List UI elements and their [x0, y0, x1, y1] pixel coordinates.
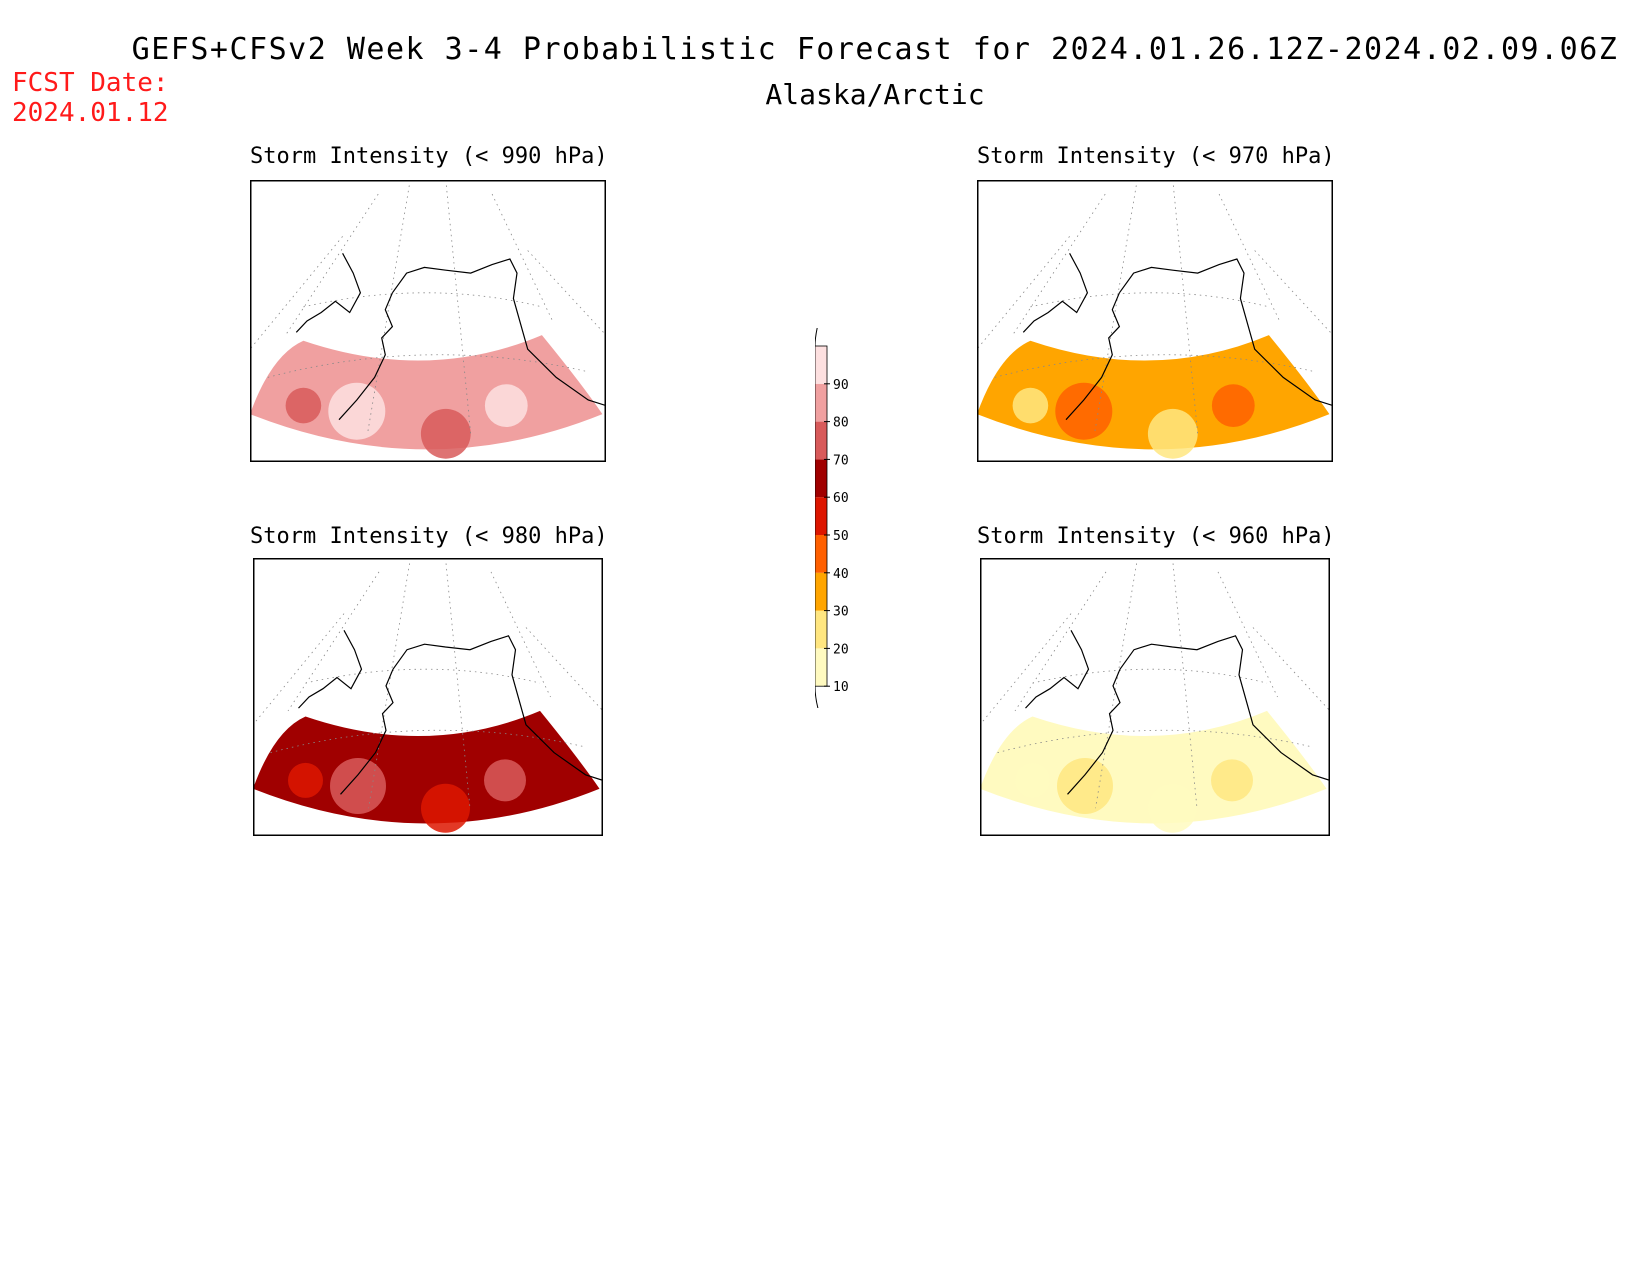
meridian-line	[491, 193, 553, 322]
meridian-line	[1012, 193, 1106, 336]
meridian-line	[1172, 180, 1199, 434]
colorbar-bottom-tip	[815, 686, 819, 708]
panel-frame	[977, 180, 1333, 462]
panel-frame	[250, 180, 606, 462]
probability-patch	[484, 384, 528, 427]
coastline-chukotka	[1025, 630, 1090, 709]
colorbar-segment	[815, 459, 827, 498]
probability-patch	[1211, 384, 1255, 427]
colorbar-tick-label: 90	[833, 378, 849, 393]
probability-patch	[1012, 387, 1049, 424]
probability-patch	[288, 762, 323, 798]
meridian-line	[1172, 558, 1198, 809]
probability-patch	[1015, 762, 1050, 798]
graticule	[253, 558, 603, 809]
meridian-line	[1252, 627, 1330, 712]
probability-patch	[1055, 382, 1113, 440]
probability-patch	[285, 387, 322, 424]
coastline-west	[1065, 292, 1121, 421]
forecast-date: FCST Date: 2024.01.12	[12, 68, 169, 128]
probability-patch	[421, 783, 470, 833]
meridian-line	[527, 250, 606, 336]
probability-patch	[330, 758, 386, 814]
meridian-line	[977, 236, 1070, 350]
meridian-line	[1014, 571, 1107, 712]
meridian-line	[253, 613, 345, 726]
forecast-date-label: FCST Date:	[12, 68, 169, 98]
colorbar-segment	[815, 497, 827, 535]
probability-patch	[1148, 783, 1197, 833]
forecast-date-value: 2024.01.12	[12, 98, 169, 128]
parallel-arc	[267, 354, 589, 378]
coastline-west	[338, 292, 394, 421]
colorbar-segment	[815, 648, 827, 687]
region-subtitle: Alaska/Arctic	[765, 78, 985, 111]
probability-patch	[420, 408, 471, 459]
coastline-west	[1067, 668, 1121, 795]
colorbar-top-tip	[815, 328, 818, 347]
colorbar-tick-label: 60	[833, 491, 849, 506]
probability-colorbar: 10 20 30 40 50 60 70 80 90	[815, 328, 849, 708]
coastline-chukotka	[298, 630, 363, 709]
meridian-line	[1217, 571, 1278, 698]
colorbar-tick-label: 10	[833, 680, 849, 695]
probability-patch	[328, 382, 386, 440]
colorbar-tick-label: 20	[833, 642, 849, 657]
meridian-line	[445, 558, 471, 809]
probability-patch	[484, 759, 526, 802]
meridian-line	[1218, 193, 1280, 322]
coastline-chukotka	[295, 253, 362, 333]
coastline-north	[1118, 258, 1333, 407]
coastline-west	[340, 668, 394, 795]
panel-title-960: Storm Intensity (< 960 hPa)	[977, 524, 1335, 549]
panel-title-990: Storm Intensity (< 990 hPa)	[250, 144, 608, 169]
panel-frame	[980, 558, 1330, 836]
graticule	[977, 180, 1333, 434]
parallel-arc	[994, 354, 1316, 378]
meridian-line	[285, 193, 379, 336]
map-panel-960	[980, 558, 1330, 836]
colorbar-segment	[815, 572, 827, 611]
meridian-line	[250, 236, 343, 350]
meridian-line	[490, 571, 551, 698]
map-panel-970	[977, 180, 1333, 462]
colorbar-tick-label: 40	[833, 567, 849, 582]
meridian-line	[445, 180, 472, 434]
colorbar-tick-label: 30	[833, 605, 849, 620]
coastline-north	[391, 258, 606, 407]
panel-title-970: Storm Intensity (< 970 hPa)	[977, 144, 1335, 169]
coastline-north	[392, 635, 603, 781]
colorbar-tick-label: 80	[833, 416, 849, 431]
colorbar-tick-label: 50	[833, 529, 849, 544]
probability-patch	[1147, 408, 1198, 459]
colorbar-segment	[815, 346, 827, 384]
colorbar-segment	[815, 421, 827, 460]
colorbar-segment	[815, 610, 827, 649]
meridian-line	[980, 613, 1072, 726]
meridian-line	[287, 571, 380, 712]
meridian-line	[1095, 558, 1138, 809]
meridian-line	[1254, 250, 1333, 336]
meridian-line	[525, 627, 603, 712]
colorbar-tick-label: 70	[833, 453, 849, 468]
panel-title-980: Storm Intensity (< 980 hPa)	[250, 524, 608, 549]
graticule	[980, 558, 1330, 809]
colorbar-segment	[815, 383, 827, 422]
graticule	[250, 180, 606, 434]
meridian-line	[368, 558, 411, 809]
main-title: GEFS+CFSv2 Week 3-4 Probabilistic Foreca…	[131, 32, 1619, 67]
coastline-north	[1119, 635, 1330, 781]
probability-patch	[1211, 759, 1253, 802]
map-panel-990	[250, 180, 606, 462]
probability-patch	[1057, 758, 1113, 814]
map-panel-980	[253, 558, 603, 836]
colorbar-segment	[815, 535, 827, 573]
coastline-chukotka	[1022, 253, 1089, 333]
colorbar-outline	[815, 345, 828, 687]
panel-frame	[253, 558, 603, 836]
